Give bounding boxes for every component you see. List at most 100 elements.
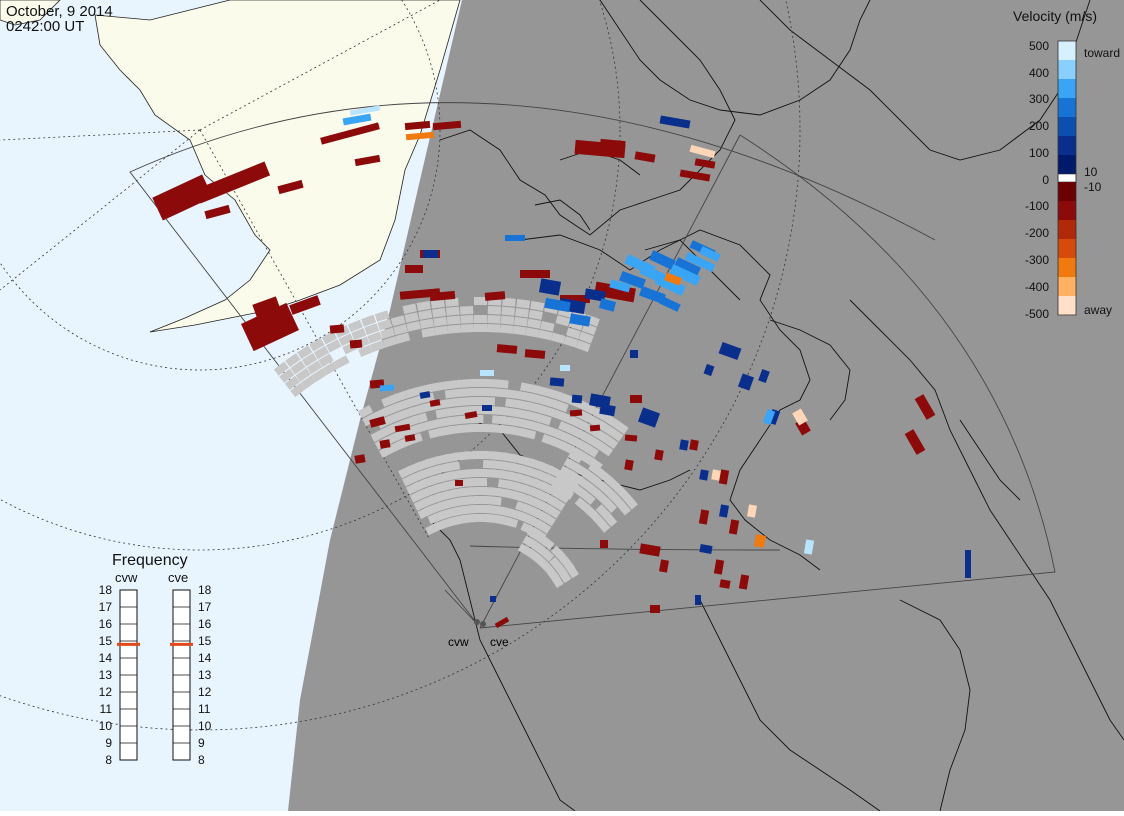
scatter-cell	[405, 131, 435, 141]
velocity-tick-label: -400	[1025, 280, 1049, 294]
frequency-scale-label: 17	[99, 600, 113, 614]
frequency-scale-label: 17	[198, 600, 212, 614]
scatter-cell	[320, 122, 380, 145]
scatter-cell	[417, 506, 433, 519]
velocity-color-segment	[1058, 277, 1076, 297]
scatter-cell	[381, 394, 397, 407]
scatter-cell	[469, 396, 484, 406]
scatter-cell	[602, 413, 618, 428]
scatter-cell	[361, 314, 377, 327]
scatter-cell	[515, 307, 529, 318]
scatter-cell	[484, 291, 506, 301]
velocity-tick-label: -300	[1025, 253, 1049, 267]
scatter-cell	[447, 324, 462, 334]
velocity-color-segment	[1058, 136, 1076, 156]
scatter-cell	[290, 382, 306, 398]
scatter-cell	[698, 509, 710, 525]
scatter-cell	[608, 427, 624, 442]
scatter-cell	[803, 539, 815, 555]
scatter-cell	[556, 391, 572, 404]
velocity-tick-label: -10	[1084, 180, 1102, 194]
scatter-cell	[591, 407, 607, 421]
night-shade	[288, 0, 1124, 811]
scatter-cell	[445, 297, 459, 307]
scatter-cell	[719, 504, 729, 518]
scatter-cell	[754, 534, 766, 548]
scatter-cell	[474, 324, 487, 332]
scatter-cell	[404, 120, 431, 131]
scatter-cell	[664, 272, 682, 286]
scatter-cell	[459, 306, 474, 315]
scatter-cell	[659, 115, 691, 129]
scatter-cell	[566, 327, 581, 340]
radar-site-label: cvw	[448, 635, 469, 649]
scatter-cell	[481, 396, 496, 406]
scatter-cell	[560, 295, 590, 303]
scatter-cell	[309, 338, 325, 352]
scatter-cell	[370, 428, 386, 443]
scatter-cell	[456, 379, 471, 389]
scatter-cell	[416, 300, 431, 312]
scatter-cell	[470, 423, 484, 433]
scatter-cell	[405, 265, 423, 273]
scatter-cell	[669, 264, 701, 286]
scatter-cell	[514, 408, 530, 420]
scatter-cell	[379, 384, 395, 392]
scatter-cell	[649, 250, 676, 270]
scatter-cell	[370, 340, 386, 353]
scatter-cell	[326, 339, 342, 353]
velocity-color-segment	[1058, 182, 1076, 202]
scatter-cell	[674, 257, 701, 277]
scatter-cell	[492, 406, 507, 416]
frequency-scale-label: 15	[198, 634, 212, 648]
scatter-cell	[405, 481, 422, 495]
scatter-cell	[285, 353, 301, 368]
scatter-cell	[446, 406, 461, 417]
scatter-cell	[699, 469, 709, 481]
scatter-cell	[904, 429, 926, 455]
scatter-cell	[393, 323, 408, 336]
scatter-cell	[517, 543, 534, 557]
velocity-color-segment	[1058, 41, 1076, 61]
scatter-cell	[526, 527, 543, 542]
scatter-cell	[630, 395, 642, 403]
frequency-scale-label: 14	[99, 651, 113, 665]
scatter-cell	[606, 477, 622, 493]
scatter-cell	[515, 501, 531, 514]
scatter-cell	[374, 310, 390, 322]
scatter-cell	[593, 428, 609, 443]
radar-sites: cvw cve	[448, 619, 509, 649]
scatter-cell	[432, 307, 446, 318]
scatter-cell	[530, 300, 545, 312]
scatter-cell	[349, 105, 381, 116]
scatter-cell	[445, 306, 460, 316]
scatter-cell	[630, 350, 638, 358]
scatter-cell	[520, 382, 535, 393]
scatter-cell	[382, 336, 398, 348]
velocity-color-segment	[1058, 258, 1076, 278]
scatter-cell	[252, 296, 283, 324]
scatter-cell	[494, 388, 508, 398]
scatter-cell	[429, 290, 456, 302]
scatter-cell	[571, 394, 583, 404]
lat-lon-grid	[0, 0, 801, 731]
scatter-cell	[538, 278, 562, 296]
scatter-cell	[418, 309, 433, 320]
scatter-cell	[322, 361, 339, 375]
scatter-cell	[584, 288, 606, 302]
scatter-cell	[737, 373, 755, 391]
velocity-tick-label: 10	[1084, 165, 1098, 179]
scatter-cell	[399, 407, 415, 420]
scatter-cell	[430, 381, 446, 392]
scatter-cell	[523, 419, 539, 431]
velocity-color-segment	[1058, 60, 1076, 80]
scatter-cell	[554, 473, 571, 487]
scatter-cell	[615, 485, 631, 501]
scatter-cell	[482, 459, 497, 469]
scatter-cell	[444, 388, 459, 399]
scatter-cell	[599, 403, 616, 417]
scatter-cell	[530, 393, 545, 405]
scatter-cell	[367, 331, 383, 344]
scatter-cell	[421, 327, 436, 338]
